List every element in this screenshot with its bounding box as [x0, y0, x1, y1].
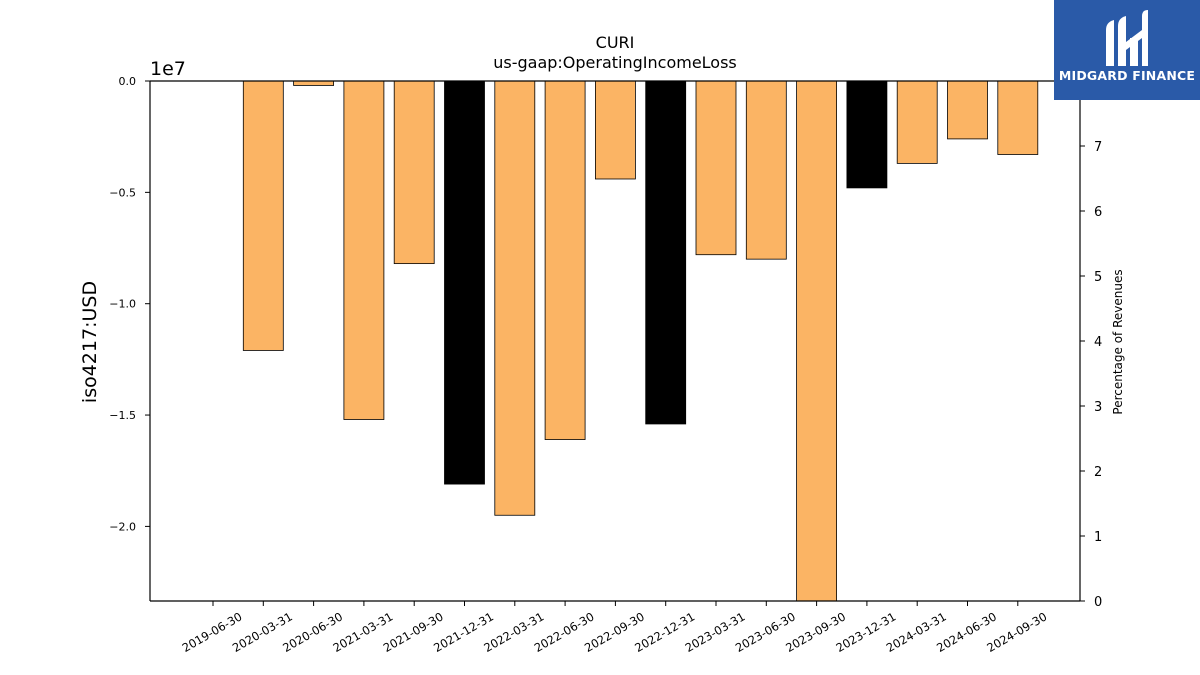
y2-axis-label: Percentage of Revenues [1111, 269, 1125, 414]
y-axis-label: iso4217:USD [79, 281, 101, 403]
y-tick-label: −1.5 [109, 409, 136, 422]
bar-2020-03-31 [242, 80, 284, 351]
bar-2022-12-31 [645, 80, 687, 425]
y2-tick-label: 1 [1094, 530, 1102, 545]
bar-2024-09-30 [997, 80, 1039, 155]
y2-tick-label: 5 [1094, 270, 1102, 285]
bars-group [242, 80, 1039, 602]
y-offset-label: 1e7 [150, 58, 186, 80]
bar-2023-12-31 [846, 80, 888, 189]
logo-text: MIDGARD FINANCE [1058, 68, 1196, 83]
y2-tick-label: 2 [1094, 465, 1102, 480]
midgard-finance-logo: MIDGARD FINANCE [1054, 0, 1200, 100]
bar-2024-06-30 [947, 80, 988, 140]
y2-tick-label: 0 [1094, 595, 1102, 610]
bar-2020-06-30 [293, 80, 335, 86]
y2-tick-label: 3 [1094, 400, 1102, 415]
chart-title: CURI [596, 33, 635, 52]
y-tick-label: 0.0 [119, 75, 137, 88]
chart-subtitle: us-gaap:OperatingIncomeLoss [493, 53, 737, 72]
bar-2022-03-31 [494, 80, 536, 516]
y2-tick-label: 6 [1094, 205, 1102, 220]
bar-2023-09-30 [796, 80, 837, 602]
y2-tick-label: 7 [1094, 140, 1102, 155]
bar-2022-06-30 [544, 80, 586, 440]
y-tick-label: −1.0 [109, 298, 136, 311]
y-tick-label: −2.0 [109, 520, 136, 533]
bar-2023-06-30 [745, 80, 787, 260]
bar-2021-12-31 [444, 80, 485, 485]
bar-2022-09-30 [595, 80, 636, 180]
bar-2021-09-30 [393, 80, 435, 265]
bar-2021-03-31 [343, 80, 385, 420]
y2-tick-label: 4 [1094, 335, 1102, 350]
bar-2023-03-31 [695, 80, 737, 256]
midgard-finance-logo-icon [1106, 10, 1148, 66]
y-tick-label: −0.5 [109, 186, 136, 199]
bar-2024-03-31 [896, 80, 938, 164]
